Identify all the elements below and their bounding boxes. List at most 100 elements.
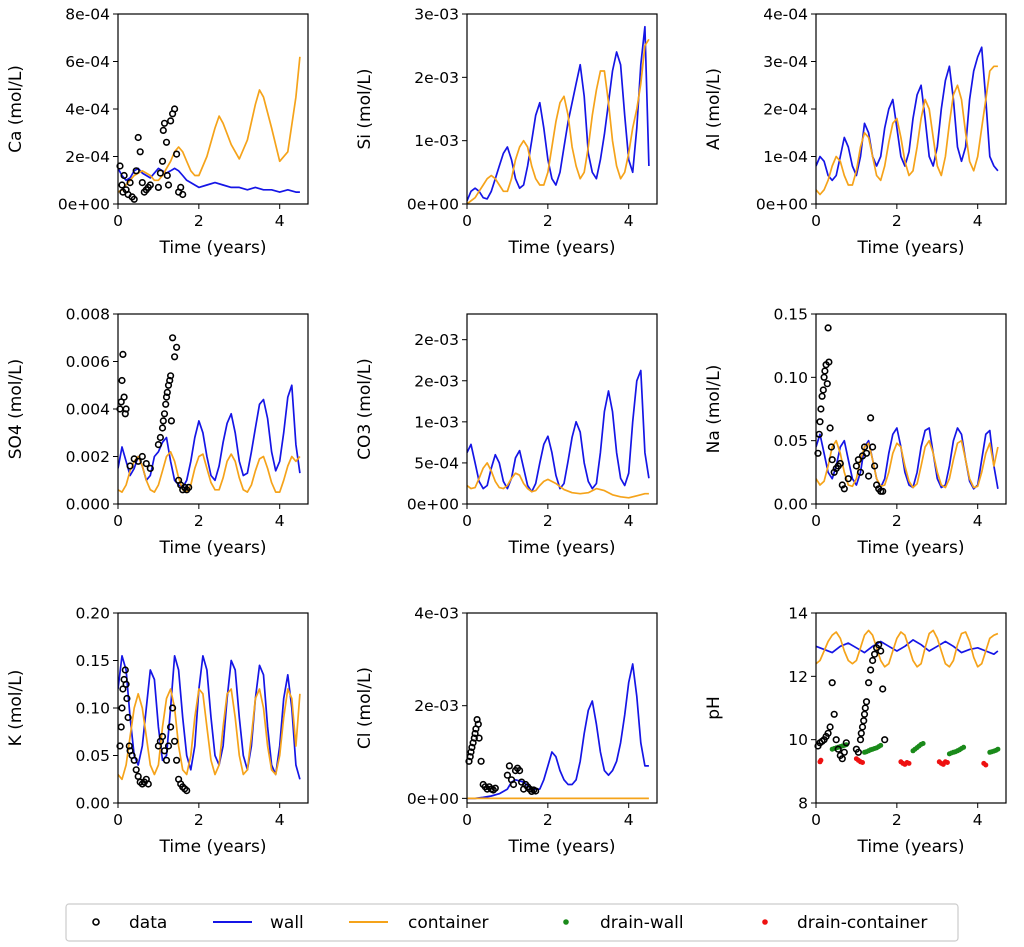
na-data-point bbox=[840, 485, 848, 493]
na-data-point bbox=[823, 380, 831, 388]
ca-data-point bbox=[118, 181, 126, 189]
al-y-tick-label: 4e-04 bbox=[763, 6, 808, 24]
ca-data-point bbox=[158, 157, 167, 165]
k-y-tick-label: 0.00 bbox=[75, 795, 110, 813]
panel-k: 0 2 4 0.00 0.05 0.10 0.15 0.20 Time (years) K (mo… bbox=[6, 605, 309, 857]
so4-y-tick-label: 0.002 bbox=[66, 448, 110, 466]
k-data-point bbox=[130, 756, 138, 764]
si-x-tick-label: 0 bbox=[462, 212, 472, 230]
ca-data-point bbox=[132, 167, 140, 175]
si-y-tick-label: 1e-03 bbox=[414, 132, 459, 150]
ca-data-point bbox=[179, 190, 187, 199]
k-x-tick-label: 0 bbox=[113, 811, 123, 829]
legend-drain-container-label: drain-container bbox=[797, 913, 927, 933]
na-y-tick-label: 0.10 bbox=[773, 369, 808, 387]
cl-axes-frame bbox=[466, 612, 658, 804]
si-axes-frame bbox=[466, 13, 658, 205]
ca-data-point bbox=[136, 148, 144, 156]
so4-data-point bbox=[119, 350, 127, 359]
cl-data-point bbox=[532, 787, 540, 795]
k-data-point bbox=[121, 666, 129, 674]
k-data-point bbox=[118, 704, 126, 712]
ca-y-tick-label: 8e-04 bbox=[65, 6, 110, 24]
ph-x-axis-label: Time (years) bbox=[856, 837, 964, 857]
co3-x-tick-label: 0 bbox=[462, 512, 472, 530]
ca-data-point bbox=[162, 138, 171, 146]
ph-data-point bbox=[862, 698, 871, 706]
ca-data-point bbox=[156, 169, 164, 177]
ph-data-point bbox=[842, 739, 850, 747]
chart-panels: 0 2 4 0e+00 2e-04 4e-04 6e-04 8e-04 Time (years)… bbox=[6, 6, 1007, 857]
k-x-tick-label: 2 bbox=[194, 811, 204, 829]
ph-data-point bbox=[828, 679, 836, 687]
ph-drain-wall-point bbox=[920, 741, 926, 746]
ca-data-point bbox=[177, 183, 185, 191]
cl-data-point bbox=[477, 757, 485, 765]
so4-x-axis-label: Time (years) bbox=[158, 538, 266, 558]
so4-data-point bbox=[167, 372, 175, 380]
na-data-point bbox=[852, 462, 861, 470]
ca-data-point bbox=[171, 105, 179, 113]
co3-x-tick-label: 4 bbox=[624, 512, 634, 530]
na-data-point bbox=[856, 468, 865, 476]
ph-data-point bbox=[864, 679, 873, 687]
k-container-line bbox=[118, 688, 301, 781]
legend-frame bbox=[65, 903, 959, 942]
na-x-axis-label: Time (years) bbox=[856, 538, 964, 558]
k-wall-line bbox=[118, 654, 301, 780]
ph-data-point bbox=[881, 736, 889, 744]
cl-x-axis-label: Time (years) bbox=[507, 837, 615, 857]
k-data-point bbox=[167, 723, 175, 731]
ca-container-line bbox=[118, 56, 301, 193]
ca-data-point bbox=[154, 183, 162, 191]
so4-data-point bbox=[118, 376, 126, 385]
cl-y-tick-label: 4e-03 bbox=[414, 605, 459, 623]
ph-y-tick-label: 8 bbox=[798, 795, 808, 813]
ph-container-line bbox=[816, 629, 999, 668]
al-y-tick-label: 1e-04 bbox=[763, 148, 808, 166]
k-data-point bbox=[122, 680, 130, 688]
ca-data-point bbox=[164, 181, 173, 189]
k-data-point bbox=[162, 756, 171, 764]
k-data-point bbox=[144, 780, 152, 788]
ph-x-tick-label: 4 bbox=[973, 811, 983, 829]
ca-y-tick-label: 6e-04 bbox=[65, 53, 110, 71]
panel-na: 0 2 4 0.00 0.05 0.10 0.15 Time (years) Na (mol/L… bbox=[704, 306, 1007, 558]
so4-data-point bbox=[122, 405, 130, 413]
so4-data-point bbox=[134, 457, 142, 465]
al-x-tick-label: 4 bbox=[973, 212, 983, 230]
k-y-tick-label: 0.20 bbox=[75, 605, 110, 623]
al-y-axis-label: Al (mol/L) bbox=[704, 68, 724, 150]
ph-data-point bbox=[824, 729, 832, 737]
ph-data-point bbox=[856, 736, 865, 744]
so4-x-tick-label: 0 bbox=[113, 512, 123, 530]
na-data-point bbox=[868, 443, 877, 451]
co3-y-tick-label: 1e-03 bbox=[414, 413, 459, 431]
ca-data-point bbox=[167, 117, 175, 125]
so4-y-tick-label: 0.000 bbox=[66, 496, 110, 514]
ca-data-point bbox=[126, 179, 134, 187]
so4-x-tick-label: 2 bbox=[194, 512, 204, 530]
ph-x-tick-label: 0 bbox=[811, 811, 821, 829]
na-data-point bbox=[864, 472, 873, 480]
cl-data-point bbox=[509, 780, 518, 789]
panel-ph: 0 2 4 8 10 12 14 Time (years) pH bbox=[704, 605, 1007, 857]
ca-data-point bbox=[130, 195, 138, 203]
so4-data-point bbox=[156, 433, 164, 442]
ph-y-tick-label: 10 bbox=[788, 731, 808, 749]
ca-y-tick-label: 2e-04 bbox=[65, 148, 110, 166]
al-y-tick-label: 0e+00 bbox=[756, 196, 808, 214]
k-data-point bbox=[171, 737, 179, 745]
cl-data-point bbox=[503, 771, 512, 779]
ca-data-point bbox=[138, 179, 146, 187]
so4-data-point bbox=[173, 343, 181, 351]
k-data-point bbox=[123, 694, 131, 703]
ca-x-axis-label: Time (years) bbox=[158, 238, 266, 258]
cl-data-point bbox=[471, 729, 479, 738]
na-x-tick-label: 2 bbox=[892, 512, 902, 530]
ph-data-point bbox=[861, 704, 869, 712]
ca-x-tick-label: 2 bbox=[194, 212, 204, 230]
na-data-point bbox=[879, 487, 887, 495]
al-x-axis-label: Time (years) bbox=[856, 238, 964, 258]
